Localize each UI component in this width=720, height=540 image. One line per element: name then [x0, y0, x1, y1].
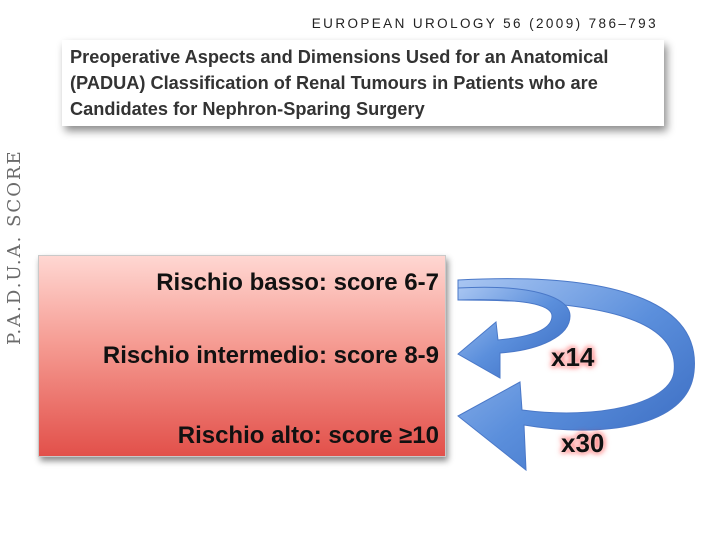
curved-arrow-large-icon	[457, 278, 695, 472]
article-title-box: Preoperative Aspects and Dimensions Used…	[62, 40, 664, 126]
journal-citation: EUROPEAN UROLOGY 56 (2009) 786–793	[311, 16, 658, 31]
risk-intermediate-label: Rischio intermedio: score 8-9	[102, 342, 439, 369]
article-title-line: Candidates for Nephron-Sparing Surgery	[70, 99, 425, 119]
multiplier-x14: x14	[551, 342, 595, 372]
article-title-line: (PADUA) Classification of Renal Tumours …	[70, 73, 598, 93]
article-title-line: Preoperative Aspects and Dimensions Used…	[70, 47, 609, 67]
risk-low-label: Rischio basso: score 6-7	[156, 269, 439, 296]
curved-arrow-small-icon	[457, 286, 571, 379]
risk-levels-box: Rischio basso: score 6-7 Rischio interme…	[38, 255, 446, 457]
multiplier-x30: x30	[561, 428, 605, 458]
risk-high-label: Rischio alto: score ≥10	[177, 422, 439, 449]
